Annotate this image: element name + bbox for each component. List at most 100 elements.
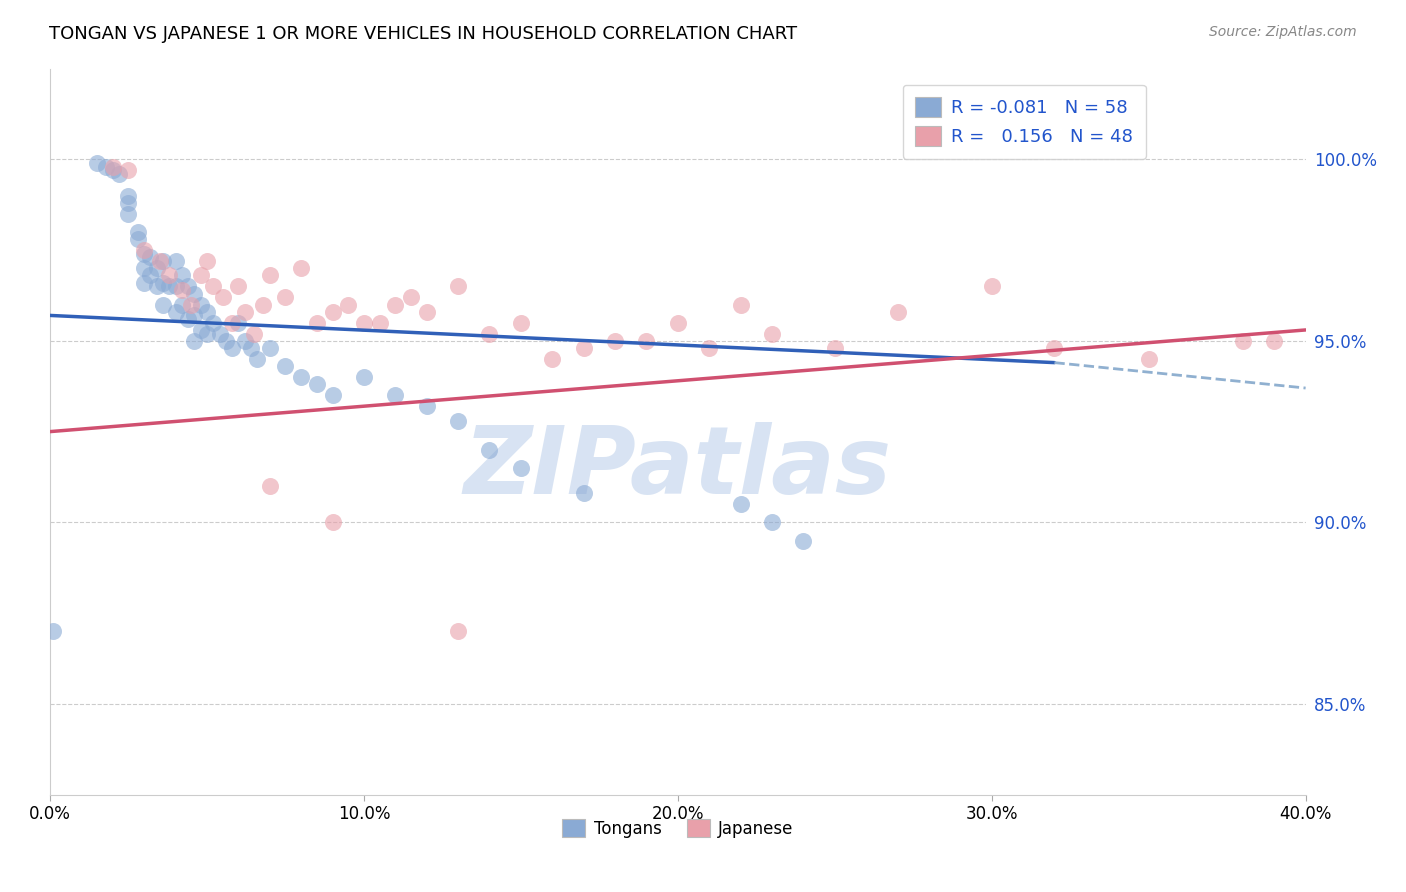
Point [202,279,225,293]
Point [134,261,156,276]
Point [886,305,908,319]
Point [824,341,846,355]
Point [246,351,269,366]
Point [243,326,266,341]
Point [190,323,212,337]
Point [134,243,156,257]
Point [233,305,256,319]
Point [415,305,437,319]
Point [195,305,218,319]
Point [259,268,281,283]
Point [145,279,167,293]
Point [761,516,783,530]
Point [42,624,65,639]
Point [305,377,328,392]
Point [980,279,1002,293]
Point [101,163,124,178]
Point [384,388,406,402]
Point [259,479,281,493]
Point [478,326,501,341]
Point [368,316,391,330]
Point [259,341,281,355]
Point [321,516,343,530]
Point [478,442,501,457]
Text: ZIPatlas: ZIPatlas [464,422,891,514]
Point [145,261,167,276]
Text: TONGAN VS JAPANESE 1 OR MORE VEHICLES IN HOUSEHOLD CORRELATION CHART: TONGAN VS JAPANESE 1 OR MORE VEHICLES IN… [49,25,797,43]
Point [149,254,172,268]
Point [252,297,274,311]
Point [321,305,343,319]
Point [117,163,139,178]
Point [157,279,180,293]
Point [509,316,531,330]
Point [152,254,174,268]
Point [211,290,233,304]
Point [221,316,243,330]
Point [666,316,689,330]
Point [447,279,470,293]
Point [134,276,156,290]
Point [202,316,225,330]
Legend: Tongans, Japanese: Tongans, Japanese [555,813,800,845]
Point [399,290,422,304]
Point [117,195,139,210]
Point [195,254,218,268]
Point [290,261,312,276]
Point [697,341,720,355]
Point [177,312,200,326]
Point [86,156,108,170]
Point [1232,334,1254,348]
Point [165,305,187,319]
Point [177,279,200,293]
Point [221,341,243,355]
Point [447,624,470,639]
Point [730,497,752,511]
Point [274,359,297,374]
Point [165,279,187,293]
Point [170,283,193,297]
Point [208,326,231,341]
Point [117,188,139,202]
Point [183,334,205,348]
Point [183,286,205,301]
Point [183,309,205,323]
Point [117,207,139,221]
Point [415,399,437,413]
Point [384,297,406,311]
Point [572,486,595,500]
Point [157,268,180,283]
Point [337,297,360,311]
Point [274,290,297,304]
Point [180,297,202,311]
Point [1137,351,1160,366]
Point [541,351,564,366]
Point [96,160,118,174]
Point [152,276,174,290]
Point [761,326,783,341]
Point [321,388,343,402]
Point [170,268,193,283]
Point [1263,334,1285,348]
Point [127,232,149,246]
Point [353,370,375,384]
Point [195,326,218,341]
Point [239,341,262,355]
Point [509,461,531,475]
Point [108,167,131,181]
Point [305,316,328,330]
Point [447,414,470,428]
Point [603,334,626,348]
Point [730,297,752,311]
Point [228,316,250,330]
Point [152,297,174,311]
Point [190,297,212,311]
Point [139,268,162,283]
Point [139,250,162,264]
Text: Source: ZipAtlas.com: Source: ZipAtlas.com [1209,25,1357,39]
Point [1043,341,1066,355]
Point [134,246,156,260]
Point [572,341,595,355]
Point [190,268,212,283]
Point [215,334,238,348]
